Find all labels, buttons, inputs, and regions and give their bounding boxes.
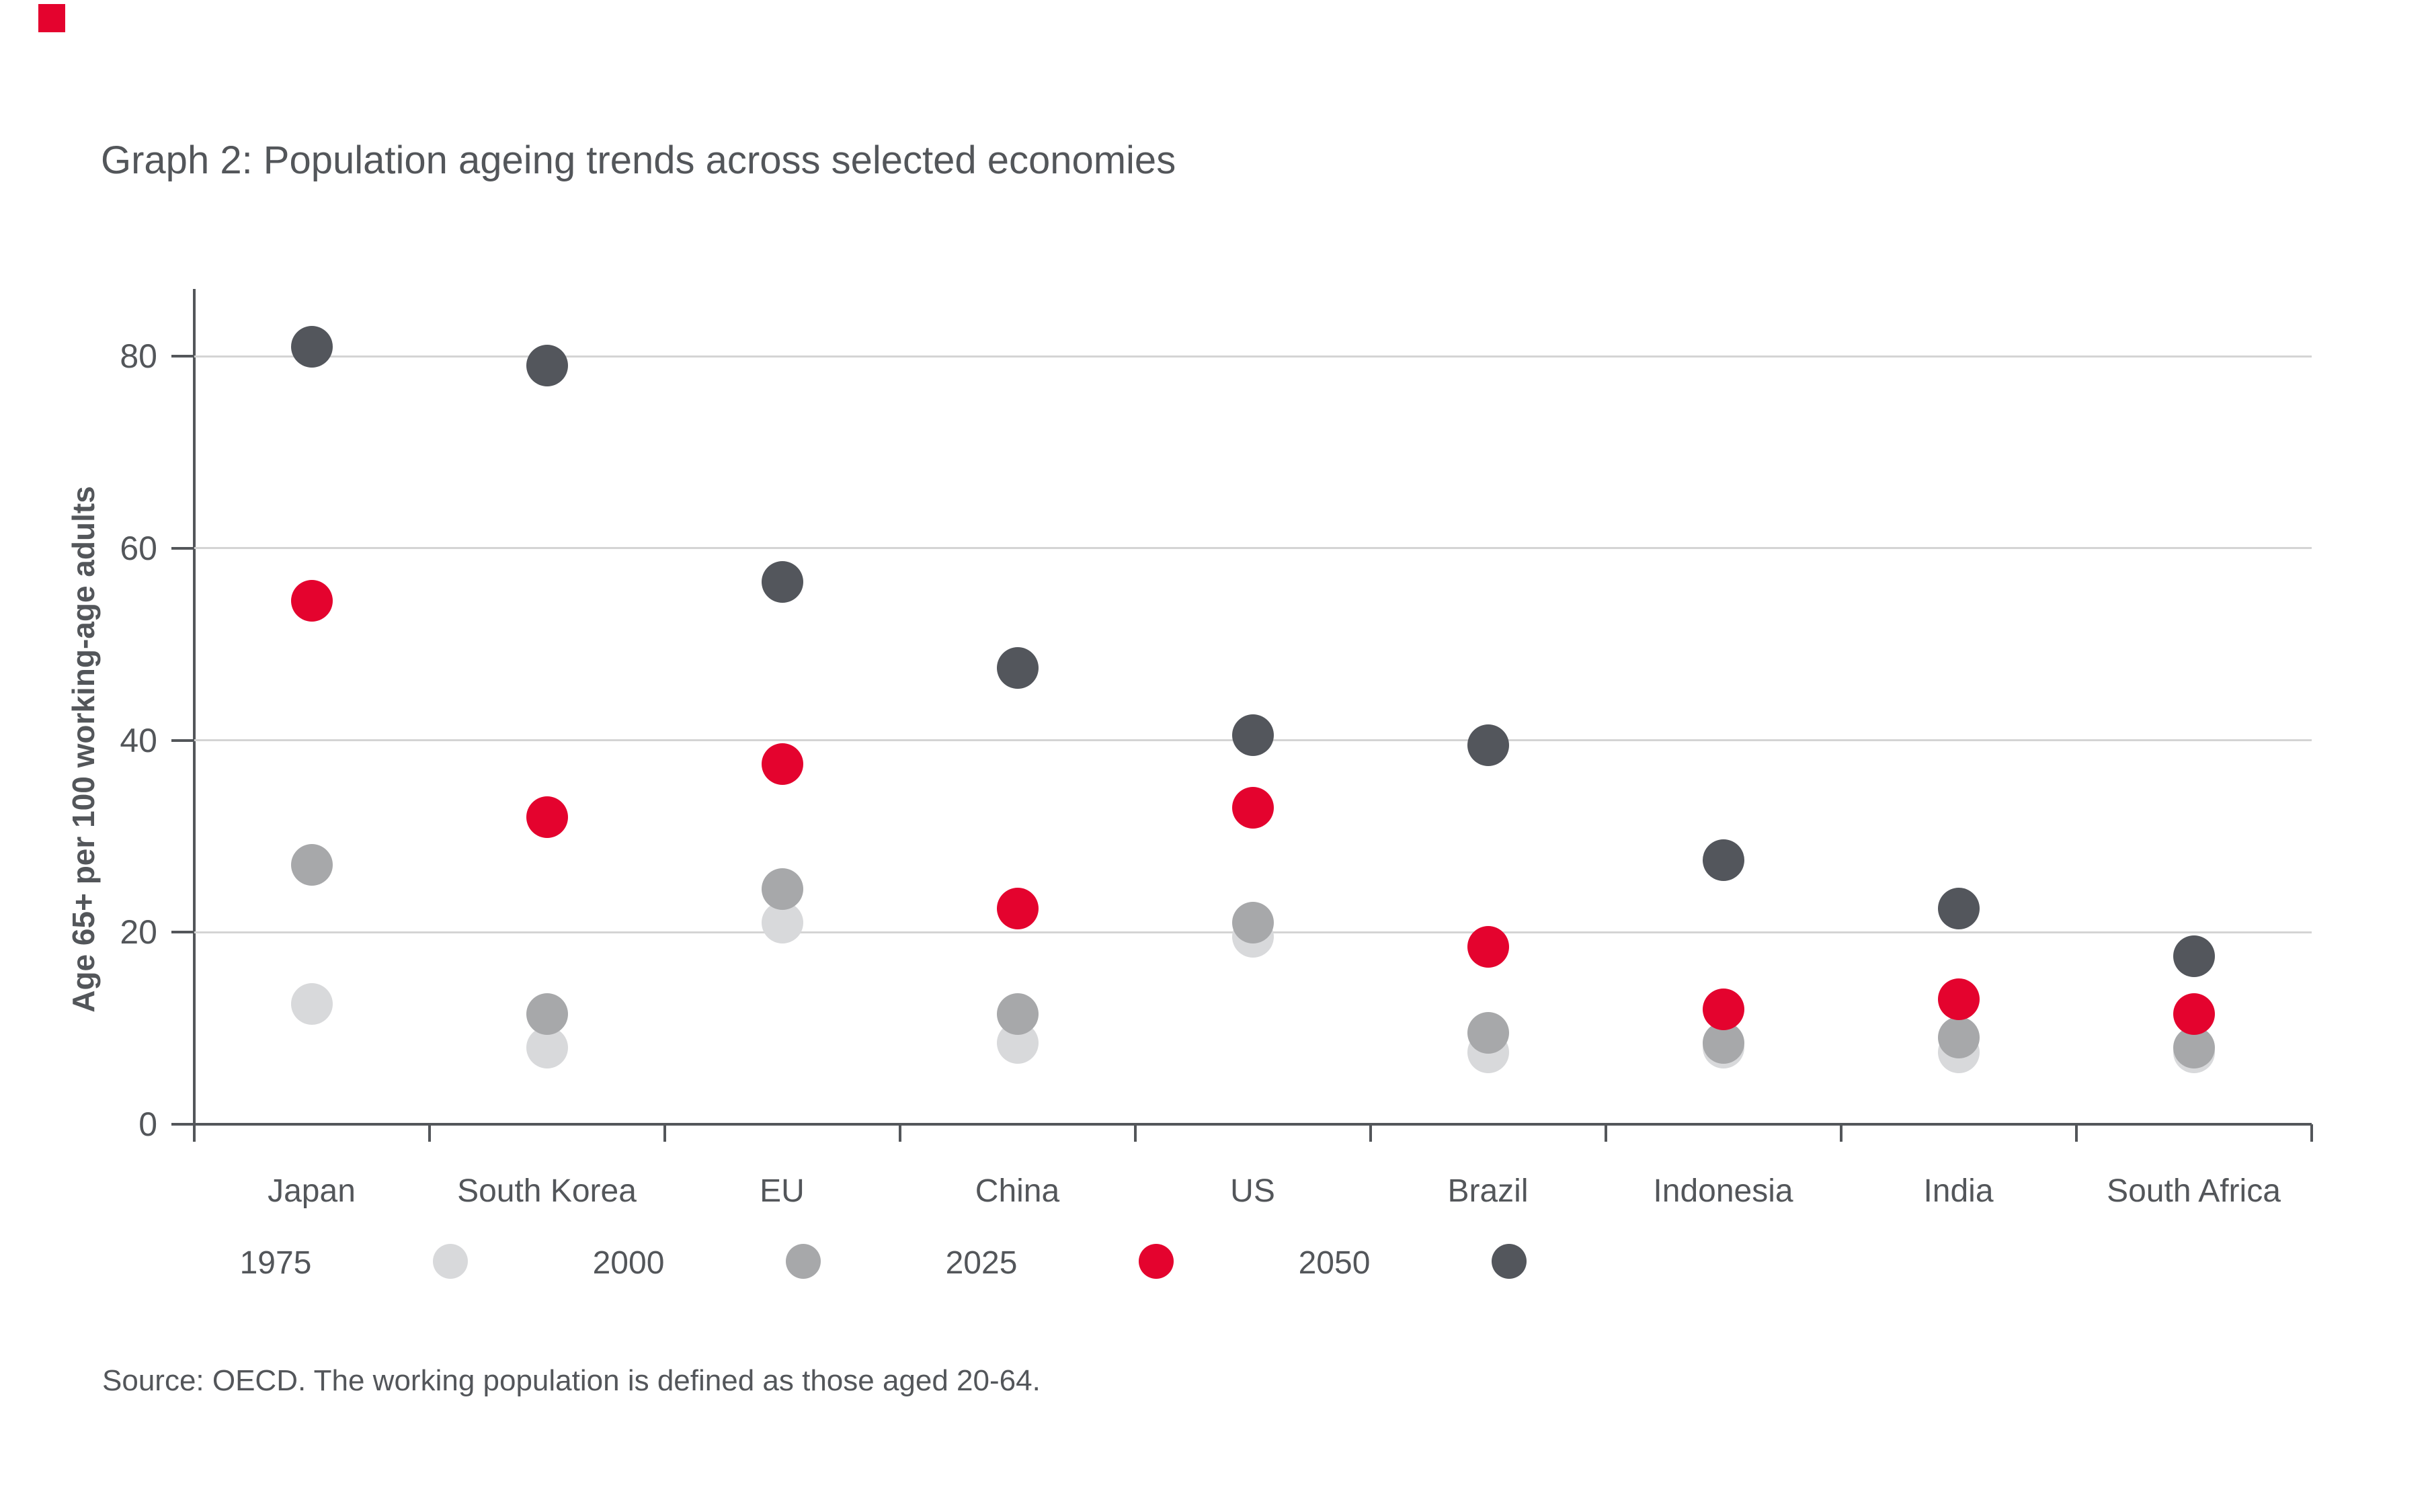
x-category-label-us: US <box>1230 1173 1275 1209</box>
y-tick-mark-80 <box>171 355 194 358</box>
dot-indonesia-2025 <box>1703 988 1744 1030</box>
y-tick-label-20: 20 <box>120 913 157 952</box>
source-note: Source: OECD. The working population is … <box>102 1364 1041 1397</box>
x-category-label-china: China <box>975 1173 1060 1209</box>
x-axis-line <box>194 1123 2312 1126</box>
dot-japan-1975 <box>291 983 333 1025</box>
x-tick-mark-5 <box>1369 1124 1372 1142</box>
y-axis-line <box>193 289 196 1142</box>
dot-brazil-2025 <box>1467 925 1509 968</box>
legend-marker-1975 <box>433 1244 468 1279</box>
dot-china-2000 <box>997 993 1039 1035</box>
y-tick-mark-20 <box>171 931 194 934</box>
dot-us-2025 <box>1232 786 1274 829</box>
dot-brazil-2000 <box>1467 1012 1509 1054</box>
x-category-label-eu: EU <box>760 1173 805 1209</box>
dot-us-2050 <box>1232 714 1274 757</box>
x-category-label-india: India <box>1923 1173 1994 1209</box>
dot-us-2000 <box>1232 901 1274 943</box>
y-tick-label-80: 80 <box>120 337 157 375</box>
dot-south-korea-2000 <box>526 993 568 1035</box>
y-tick-label-0: 0 <box>138 1105 157 1143</box>
dot-eu-2050 <box>762 560 803 603</box>
legend-marker-2000 <box>786 1244 821 1279</box>
x-category-label-brazil: Brazil <box>1447 1173 1529 1209</box>
legend-label-2025: 2025 <box>945 1245 1018 1281</box>
legend-marker-2050 <box>1492 1244 1527 1279</box>
x-tick-mark-3 <box>899 1124 901 1142</box>
dot-south-korea-2025 <box>526 796 568 838</box>
x-tick-mark-7 <box>1840 1124 1842 1142</box>
gridline-80 <box>194 355 2312 358</box>
x-tick-mark-2 <box>663 1124 666 1142</box>
x-category-label-japan: Japan <box>268 1173 356 1209</box>
x-tick-mark-1 <box>428 1124 431 1142</box>
dot-indonesia-2050 <box>1703 839 1744 882</box>
dot-eu-2000 <box>762 868 803 910</box>
dot-south-africa-2050 <box>2173 935 2215 977</box>
dot-india-2025 <box>1938 978 1980 1021</box>
x-category-label-indonesia: Indonesia <box>1653 1173 1793 1209</box>
dot-japan-2050 <box>291 325 333 368</box>
chart-title: Graph 2: Population ageing trends across… <box>101 138 1176 182</box>
y-tick-mark-0 <box>171 1123 194 1126</box>
dot-brazil-2050 <box>1467 724 1509 766</box>
x-tick-mark-8 <box>2075 1124 2078 1142</box>
dot-india-2050 <box>1938 887 1980 929</box>
y-tick-mark-40 <box>171 739 194 742</box>
dot-south-korea-2050 <box>526 345 568 387</box>
dot-south-africa-2025 <box>2173 993 2215 1035</box>
legend-marker-2025 <box>1139 1244 1174 1279</box>
brand-logo-mark <box>38 4 65 32</box>
plot-area: 0 20 40 60 80 <box>120 289 2313 1142</box>
legend-label-2050: 2050 <box>1298 1245 1371 1281</box>
x-tick-mark-9 <box>2310 1124 2313 1142</box>
x-tick-mark-4 <box>1134 1124 1137 1142</box>
x-tick-mark-6 <box>1605 1124 1607 1142</box>
dot-japan-2025 <box>291 580 333 622</box>
legend-label-1975: 1975 <box>239 1245 312 1281</box>
dot-china-2050 <box>997 647 1039 689</box>
x-category-label-south-korea: South Korea <box>457 1173 637 1209</box>
dot-india-2000 <box>1938 1017 1980 1059</box>
x-category-label-south-africa: South Africa <box>2107 1173 2281 1209</box>
dot-china-2025 <box>997 887 1039 929</box>
x-tick-mark-0 <box>193 1124 196 1142</box>
dot-japan-2000 <box>291 844 333 886</box>
y-tick-label-40: 40 <box>120 721 157 759</box>
y-tick-label-60: 60 <box>120 529 157 567</box>
dot-eu-2025 <box>762 743 803 786</box>
y-tick-mark-60 <box>171 546 194 550</box>
legend-label-2000: 2000 <box>592 1245 665 1281</box>
gridline-60 <box>194 547 2312 550</box>
